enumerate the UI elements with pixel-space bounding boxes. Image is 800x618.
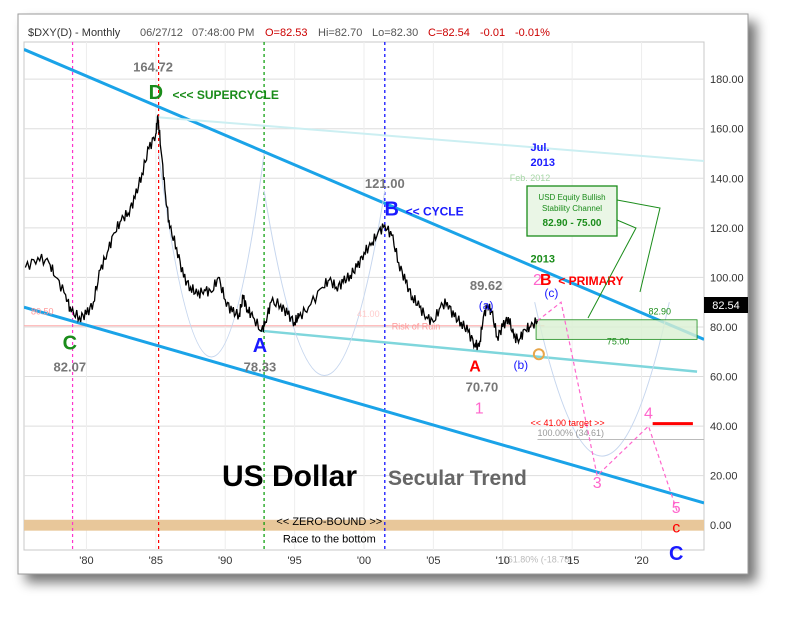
- wave-label: c: [672, 520, 680, 537]
- cycle-arc: [263, 190, 386, 377]
- callout-line3: 82.90 - 75.00: [543, 218, 602, 229]
- wave-label: 70.70: [466, 379, 499, 394]
- wave-label: B: [540, 272, 552, 289]
- wave-label: 5: [672, 500, 681, 517]
- y-tick-label: 0.00: [710, 520, 731, 532]
- x-tick-label: '85: [149, 555, 163, 567]
- annotation-label: Risk of Ruin: [392, 321, 441, 331]
- zero-bound-band: [24, 519, 704, 531]
- channel-upper-line: [24, 48, 704, 341]
- annotation-label: 2013: [531, 157, 555, 169]
- callout-box: USD Equity Bullish Stability Channel 82.…: [526, 185, 661, 319]
- y-tick-label: 20.00: [710, 471, 738, 483]
- support-line: [259, 329, 698, 373]
- x-tick-label: '90: [218, 555, 232, 567]
- wave-label: 4: [644, 406, 653, 423]
- x-tick-label: '80: [79, 555, 93, 567]
- x-tick-label: '95: [287, 555, 301, 567]
- callout-line2: Stability Channel: [542, 204, 602, 213]
- annotation-label: Feb. 2012: [510, 173, 551, 183]
- faint-upper-line: [155, 116, 704, 162]
- wave-label: 78.33: [244, 360, 277, 375]
- wave-label: 82.07: [54, 360, 87, 375]
- y-tick-label: 40.00: [710, 421, 738, 433]
- header-open: O=82.53: [265, 27, 308, 39]
- wave-label: 164.72: [133, 60, 173, 75]
- annotation-label: << 41.00 target >>: [531, 418, 605, 428]
- wave-label: A: [253, 335, 267, 357]
- wave-label: <<< SUPERCYCLE: [172, 88, 278, 102]
- header-symbol: $DXY(D) - Monthly: [28, 27, 121, 39]
- header-time: 07:48:00 PM: [192, 27, 254, 39]
- y-tick-label: 180.00: [710, 74, 744, 86]
- wave-label: (b): [513, 358, 528, 372]
- wave-label: B: [385, 198, 399, 220]
- y-tick-label: 120.00: [710, 223, 744, 235]
- annotation-label: Jul.: [531, 142, 550, 154]
- annotation-label: 2013: [531, 254, 555, 266]
- cycle-arc: [534, 302, 670, 457]
- wave-label: D: [149, 82, 163, 104]
- annotation-label: << ZERO-BOUND >>: [276, 516, 382, 528]
- header-change: -0.01: [480, 27, 505, 39]
- wave-label: 2: [533, 272, 542, 289]
- wave-label: 89.62: [470, 278, 503, 293]
- header-close: C=82.54: [428, 27, 470, 39]
- header-high: Hi=82.70: [318, 27, 362, 39]
- annotation-label: 100.00% (34.61): [537, 428, 604, 438]
- projection-path: [537, 301, 679, 514]
- wave-label: C: [63, 332, 77, 354]
- last-value-label: 82.54: [712, 300, 740, 312]
- chart-subtitle: Secular Trend: [388, 467, 527, 490]
- x-tick-label: '10: [496, 555, 510, 567]
- header-low: Lo=82.30: [372, 27, 418, 39]
- wave-label: 121.00: [365, 176, 405, 191]
- wave-label: A: [469, 359, 481, 376]
- stability-zone: [535, 319, 698, 340]
- annotation-label: 80.50: [31, 307, 54, 317]
- annotation-label: 41.00: [357, 309, 380, 319]
- x-tick-label: '20: [634, 555, 648, 567]
- wave-label: (a): [479, 299, 494, 313]
- y-tick-label: 60.00: [710, 372, 738, 384]
- wave-label: < PRIMARY: [558, 274, 623, 288]
- x-tick-label: '05: [426, 555, 440, 567]
- wave-label: 1: [475, 401, 484, 418]
- header-change-pct: -0.01%: [515, 27, 550, 39]
- y-tick-label: 80.00: [710, 322, 738, 334]
- wave-label: << CYCLE: [406, 204, 464, 218]
- cycle-arc: [158, 153, 265, 358]
- chart-title: US Dollar: [222, 460, 357, 493]
- wave-label: 3: [593, 475, 602, 492]
- wave-label: (c): [544, 286, 558, 300]
- x-tick-label: '00: [357, 555, 371, 567]
- y-tick-label: 160.00: [710, 124, 744, 136]
- wave-label: C: [669, 543, 683, 565]
- last-value-badge: [704, 297, 748, 313]
- annotation-label: 161.80% (-18.78): [503, 554, 573, 564]
- callout-line1: USD Equity Bullish: [538, 193, 605, 202]
- annotation-label: 82.90: [648, 307, 671, 317]
- price-line: [24, 113, 539, 351]
- x-tick-label: '15: [565, 555, 579, 567]
- annotation-label: Race to the bottom: [283, 534, 376, 546]
- header-date: 06/27/12: [140, 27, 183, 39]
- channel-lower-line: [24, 305, 704, 505]
- y-tick-label: 100.00: [710, 272, 744, 284]
- marker-circle: [532, 348, 545, 361]
- annotation-label: 75.00: [607, 336, 630, 346]
- y-tick-label: 140.00: [710, 173, 744, 185]
